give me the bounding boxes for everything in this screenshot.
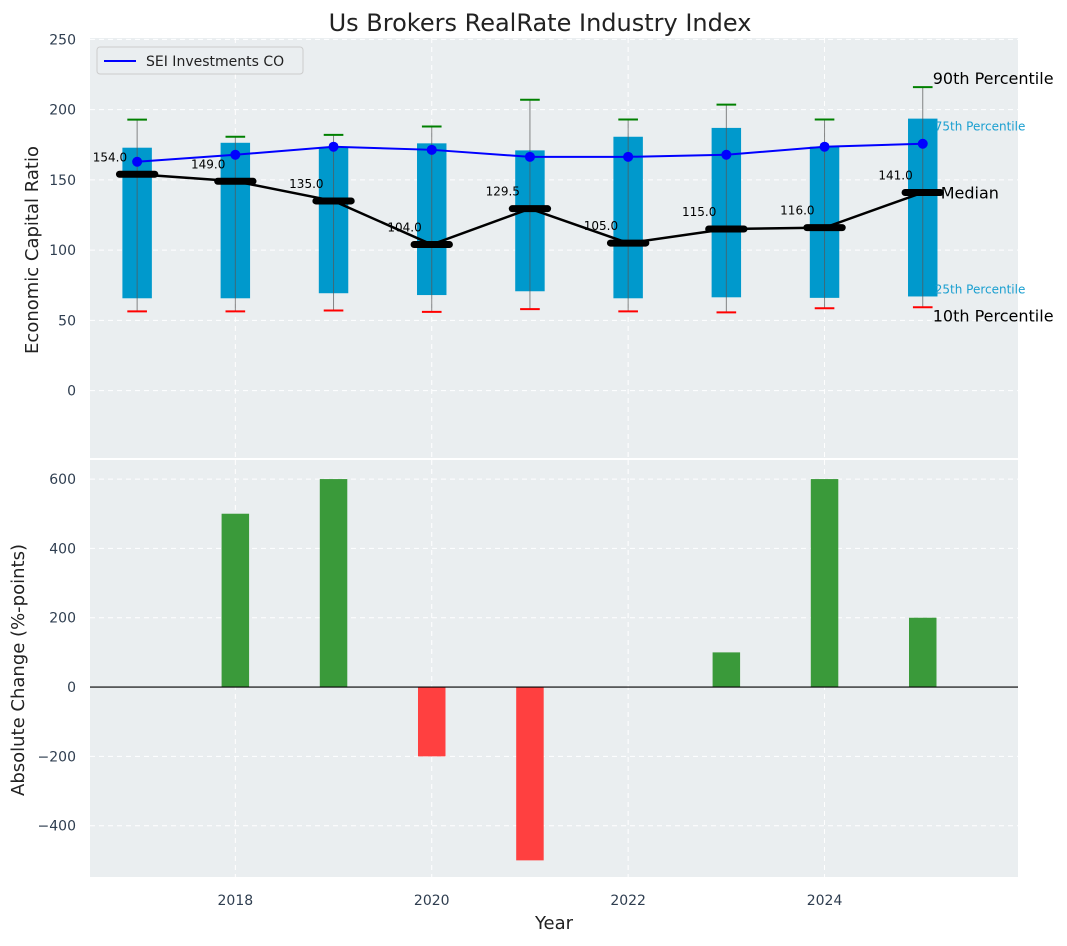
median-value-label: 135.0: [289, 177, 323, 191]
y-tick-label: −200: [38, 749, 76, 765]
change-bar: [417, 687, 446, 757]
chart-title: Us Brokers RealRate Industry Index: [329, 9, 752, 37]
legend-label: SEI Investments CO: [146, 54, 284, 70]
sei-point: [230, 149, 241, 160]
p10-annotation: 10th Percentile: [933, 306, 1054, 325]
change-bar: [319, 479, 348, 688]
y-tick-label: 50: [58, 313, 76, 329]
change-bar: [810, 479, 839, 688]
median-value-label: 115.0: [682, 205, 716, 219]
y-tick-label: 600: [49, 472, 76, 488]
y-tick-label: 0: [67, 680, 76, 696]
legend-box: [96, 46, 304, 75]
sei-point: [623, 151, 634, 162]
y-tick-label: 100: [49, 243, 76, 259]
bottom-axes: −400 −200 0 200 400 600 2018 2020 2022 2024: [38, 460, 1018, 909]
median-value-label: 129.5: [486, 185, 520, 199]
median-value-label: 149.0: [191, 157, 225, 171]
y-tick-label: 150: [49, 173, 76, 189]
sei-point: [426, 144, 437, 155]
x-tick-label: 2022: [610, 893, 646, 909]
y-tick-label: 400: [49, 541, 76, 557]
sei-point: [721, 149, 732, 160]
sei-point: [328, 141, 339, 152]
change-bar: [516, 687, 544, 861]
median-value-label: 141.0: [878, 169, 912, 183]
sei-point: [819, 141, 830, 152]
x-axis-label: Year: [534, 913, 574, 934]
bottom-y-axis-label: Absolute Change (%-points): [8, 544, 29, 796]
p75-annotation: 75th Percentile: [935, 120, 1026, 134]
median-value-label: 154.0: [93, 150, 127, 164]
sei-point: [917, 138, 928, 149]
sei-point: [524, 151, 535, 162]
p25-annotation: 25th Percentile: [935, 282, 1026, 296]
legend: SEI Investments CO: [96, 46, 304, 75]
top-y-axis-label: Economic Capital Ratio: [22, 146, 43, 354]
sei-point: [132, 156, 143, 167]
y-tick-label: 200: [49, 103, 76, 119]
x-tick-label: 2018: [218, 893, 254, 909]
y-tick-label: −400: [38, 819, 76, 835]
p90-annotation: 90th Percentile: [933, 69, 1054, 88]
top-axes: 0 50 100 150 200 250 154.0 149.0 135.0 104.0 129.5…: [49, 32, 1054, 458]
y-tick-label: 0: [67, 384, 76, 400]
y-tick-label: 200: [49, 611, 76, 627]
median-value-label: 104.0: [387, 220, 421, 234]
median-value-label: 105.0: [584, 219, 618, 233]
x-tick-label: 2024: [807, 893, 843, 909]
x-tick-label: 2020: [414, 893, 450, 909]
median-annotation: Median: [941, 184, 999, 203]
median-value-label: 116.0: [780, 204, 814, 218]
change-bar: [908, 617, 937, 688]
change-bar: [712, 652, 741, 688]
change-bar: [221, 513, 250, 688]
y-tick-label: 250: [49, 32, 76, 48]
